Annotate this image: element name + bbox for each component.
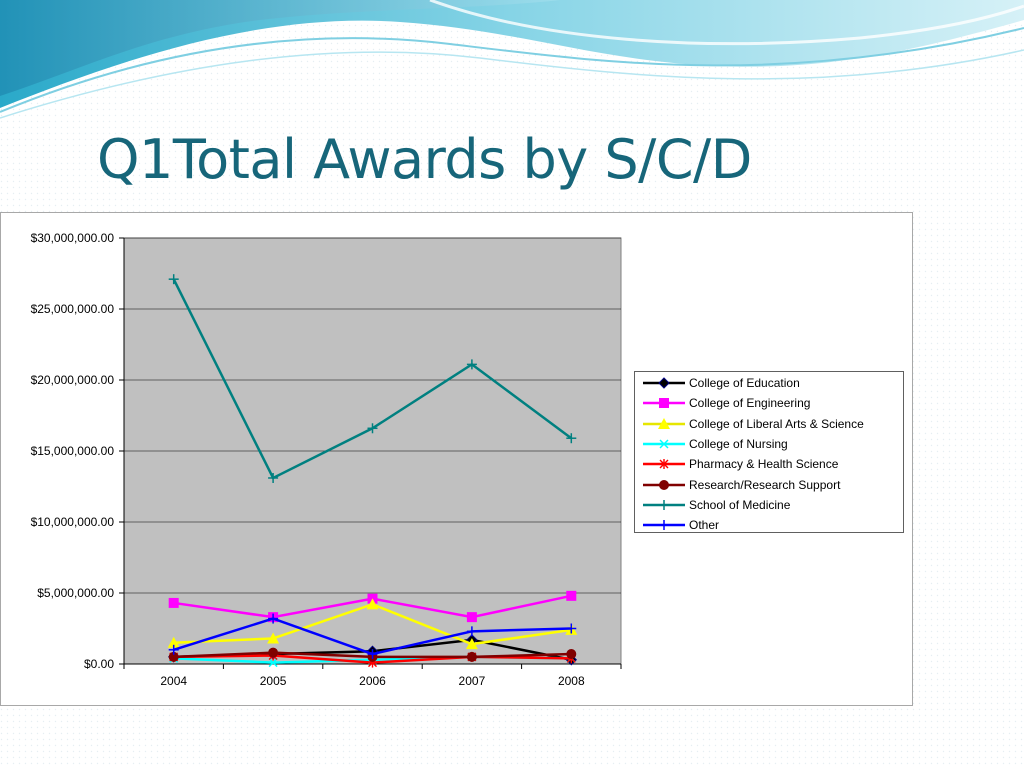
legend-label: Pharmacy & Health Science xyxy=(689,457,839,472)
legend-label: College of Nursing xyxy=(689,437,788,452)
legend-marker xyxy=(659,499,669,510)
x-tick-label: 2004 xyxy=(160,674,187,688)
legend-label: College of Liberal Arts & Science xyxy=(689,416,864,431)
legend-label: Research/Research Support xyxy=(689,477,841,492)
data-point xyxy=(366,598,379,610)
data-point xyxy=(168,644,179,655)
legend-swatch xyxy=(643,439,685,449)
data-point xyxy=(168,651,179,662)
series-other xyxy=(168,613,577,660)
data-point xyxy=(466,612,477,623)
data-point xyxy=(466,359,477,370)
data-point xyxy=(367,423,378,434)
data-point xyxy=(268,472,279,483)
series-college-of-liberal-arts-science xyxy=(167,598,578,650)
y-tick-label: $25,000,000.00 xyxy=(31,302,115,316)
y-tick-label: $5,000,000.00 xyxy=(37,586,114,600)
legend-marker xyxy=(659,520,669,531)
legend-swatch xyxy=(643,398,685,409)
x-tick-label: 2006 xyxy=(359,674,386,688)
data-point xyxy=(167,636,180,648)
y-tick-label: $20,000,000.00 xyxy=(31,373,115,387)
legend-item: Other xyxy=(635,515,903,535)
x-tick-label: 2007 xyxy=(459,674,486,688)
data-point xyxy=(168,274,179,285)
data-point xyxy=(566,590,577,601)
legend-item: College of Liberal Arts & Science xyxy=(635,414,903,434)
legend-swatch xyxy=(643,520,685,531)
series-school-of-medicine xyxy=(168,274,577,483)
data-point xyxy=(566,649,577,660)
legend-swatch xyxy=(643,459,685,470)
legend-item: College of Nursing xyxy=(635,434,903,454)
legend-marker xyxy=(658,417,670,429)
data-point xyxy=(267,632,280,644)
legend-marker xyxy=(658,377,670,389)
data-point xyxy=(566,433,577,444)
slide-title: Q1Total Awards by S/C/D xyxy=(97,128,752,191)
data-point xyxy=(466,626,477,637)
chart-legend: College of Education College of Engineeri… xyxy=(634,371,904,533)
data-point xyxy=(466,651,477,662)
data-point xyxy=(367,649,378,660)
y-tick-label: $30,000,000.00 xyxy=(31,231,115,245)
data-point xyxy=(268,658,278,668)
chart-frame: $0.00 $5,000,000.00 $10,000,000.00 $15,000,… xyxy=(0,212,913,706)
legend-label: Other xyxy=(689,518,720,533)
data-point xyxy=(566,623,577,634)
legend-item: Pharmacy & Health Science xyxy=(635,454,903,474)
legend-label: College of Engineering xyxy=(689,396,811,411)
legend-swatch xyxy=(643,479,685,490)
legend-marker xyxy=(659,479,669,490)
legend-swatch xyxy=(643,499,685,510)
legend-marker xyxy=(659,459,669,470)
data-point xyxy=(168,597,179,608)
data-point xyxy=(268,613,279,624)
y-tick-label: $0.00 xyxy=(84,657,114,671)
x-tick-label: 2008 xyxy=(558,674,585,688)
legend-label: College of Education xyxy=(689,376,800,391)
data-point xyxy=(268,647,279,658)
line-chart: $0.00 $5,000,000.00 $10,000,000.00 $15,000,… xyxy=(31,231,622,688)
legend-item: Research/Research Support xyxy=(635,474,903,494)
legend-marker xyxy=(659,398,669,409)
legend-marker xyxy=(659,439,669,449)
header-wave-decoration xyxy=(0,0,1024,119)
x-tick-label: 2005 xyxy=(260,674,287,688)
y-tick-label: $15,000,000.00 xyxy=(31,444,115,458)
legend-item: College of Engineering xyxy=(635,393,903,413)
data-point xyxy=(465,638,478,650)
legend-item: College of Education xyxy=(635,373,903,393)
y-tick-label: $10,000,000.00 xyxy=(31,515,115,529)
legend-item: School of Medicine xyxy=(635,495,903,515)
legend-label: School of Medicine xyxy=(689,497,791,512)
legend-swatch xyxy=(643,417,685,429)
legend-swatch xyxy=(643,377,685,389)
